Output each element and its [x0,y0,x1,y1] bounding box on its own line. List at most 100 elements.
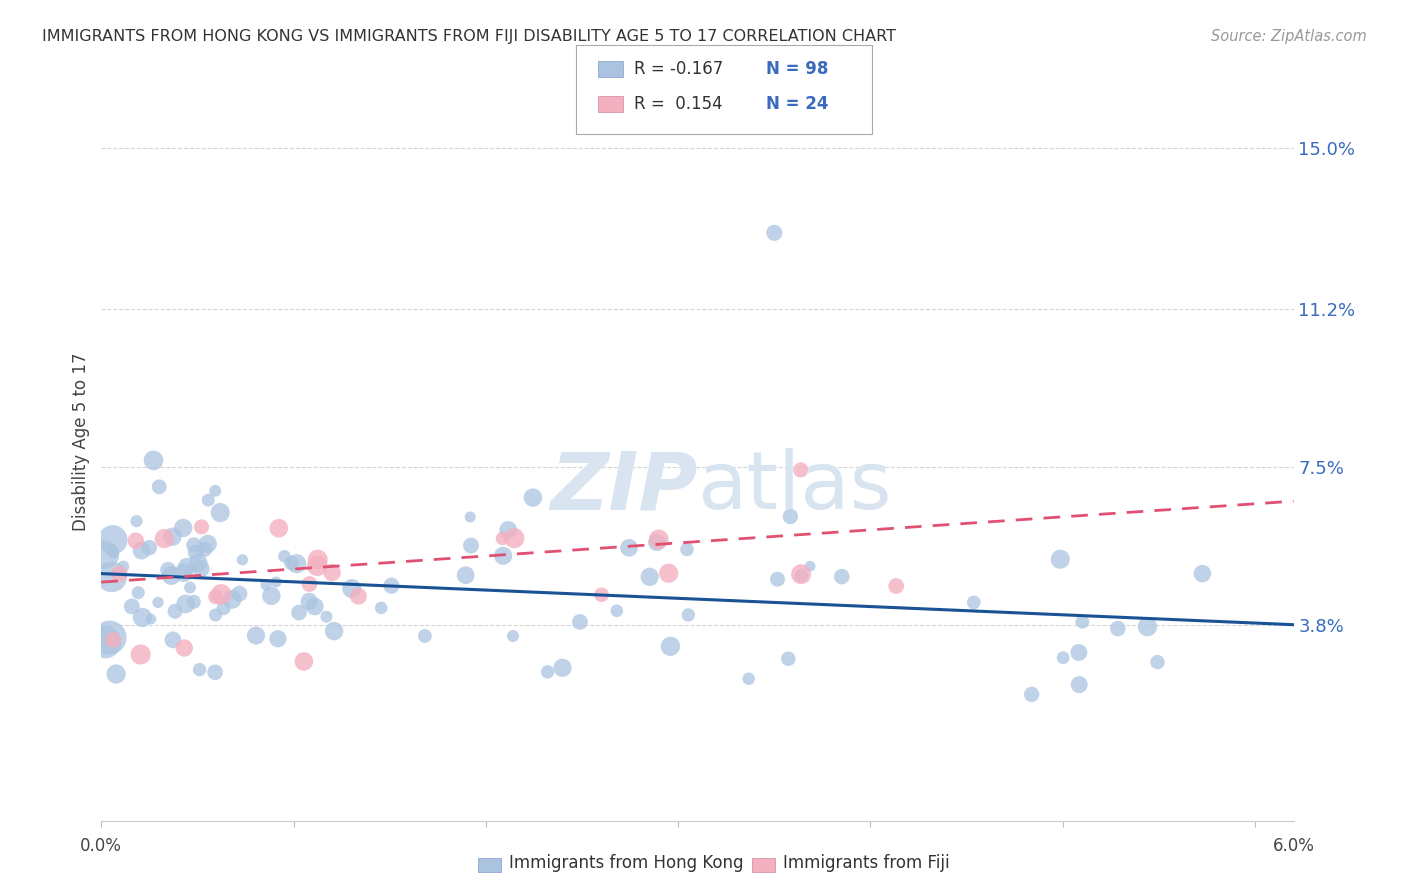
Point [194,542,217,557]
Point [221,592,243,607]
Text: Immigrants from Fiji: Immigrants from Fiji [783,855,950,872]
Point [963,595,986,609]
Point [94,635,117,649]
Point [884,579,907,593]
Point [658,566,681,581]
Point [212,601,235,615]
Point [176,559,198,574]
Point [285,557,308,571]
Point [129,648,152,662]
Point [292,655,315,669]
Point [1021,687,1043,701]
Point [245,628,267,642]
Point [125,514,148,528]
Point [174,597,197,611]
Point [183,595,205,609]
Text: ZIP: ZIP [550,448,697,526]
Point [678,607,700,622]
Point [304,599,326,614]
Point [298,594,321,608]
Point [503,531,526,545]
Point [112,559,135,574]
Point [380,579,402,593]
Point [1191,566,1213,581]
Text: Source: ZipAtlas.com: Source: ZipAtlas.com [1211,29,1367,44]
Point [153,532,176,546]
Point [187,556,209,570]
Text: IMMIGRANTS FROM HONG KONG VS IMMIGRANTS FROM FIJI DISABILITY AGE 5 TO 17 CORRELA: IMMIGRANTS FROM HONG KONG VS IMMIGRANTS … [42,29,896,44]
Text: 0.0%: 0.0% [80,837,122,855]
Point [204,607,226,622]
Point [645,535,668,549]
Point [280,556,302,570]
Point [340,582,363,596]
Point [184,546,207,560]
Point [315,609,337,624]
Point [778,652,800,666]
Point [127,585,149,599]
Point [1136,620,1159,634]
Point [204,665,226,680]
Point [606,604,628,618]
Point [188,663,211,677]
Point [163,604,186,618]
Point [790,569,813,583]
Point [370,601,392,615]
Point [763,226,786,240]
Point [676,542,699,557]
Point [738,672,761,686]
Point [496,523,519,537]
Y-axis label: Disability Age 5 to 17: Disability Age 5 to 17 [72,352,90,531]
Point [101,533,124,547]
Point [125,533,148,548]
Point [197,537,219,551]
Point [209,587,232,601]
Point [551,661,574,675]
Point [454,568,477,582]
Point [1071,615,1094,629]
Point [108,566,131,581]
Point [254,578,277,592]
Point [790,567,813,582]
Point [94,548,117,562]
Point [1052,650,1074,665]
Text: 6.0%: 6.0% [1272,837,1315,855]
Point [228,587,250,601]
Point [1049,552,1071,566]
Point [173,640,195,655]
Point [298,577,321,591]
Point [146,595,169,609]
Point [267,521,290,535]
Point [209,506,232,520]
Point [197,493,219,508]
Point [98,631,121,645]
Point [100,570,122,584]
Point [491,532,513,546]
Point [121,599,143,614]
Point [231,553,253,567]
Point [307,552,329,566]
Point [617,541,640,555]
Text: N = 98: N = 98 [766,60,828,78]
Point [260,589,283,603]
Text: R = -0.167: R = -0.167 [634,60,723,78]
Point [204,483,226,498]
Point [162,530,184,544]
Point [766,572,789,586]
Point [492,549,515,563]
Point [460,539,482,553]
Point [204,590,226,604]
Point [789,463,811,477]
Point [172,521,194,535]
Point [458,510,481,524]
Point [799,559,821,574]
Point [591,588,613,602]
Point [659,640,682,654]
Point [347,589,370,603]
Point [131,610,153,624]
Point [160,568,183,582]
Text: R =  0.154: R = 0.154 [634,95,723,113]
Point [105,667,128,681]
Point [1146,655,1168,669]
Point [264,574,287,589]
